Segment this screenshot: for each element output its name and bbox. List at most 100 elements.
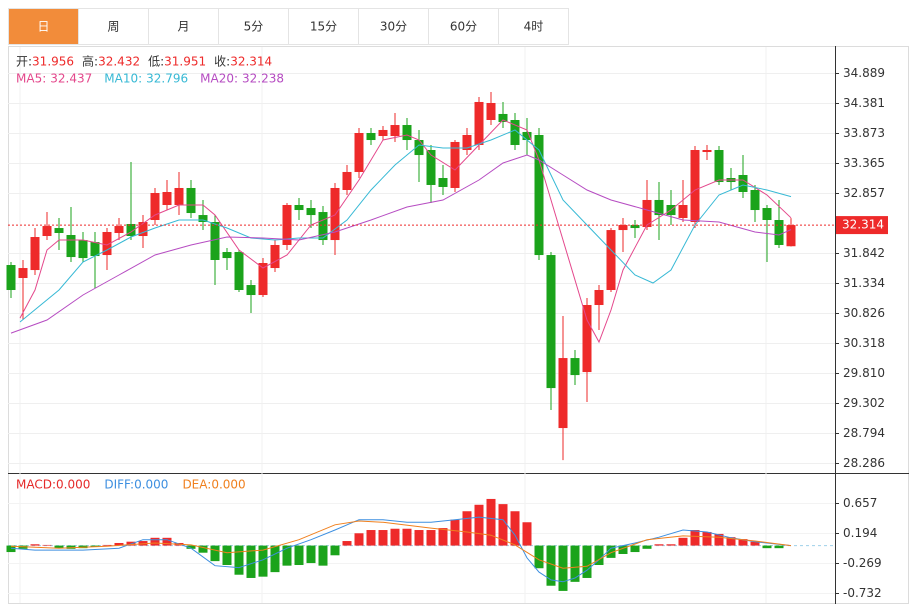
candle-body: [474, 101, 484, 145]
legend-text: DIFF:: [104, 478, 134, 492]
macd-bar: [162, 537, 172, 546]
macd-bar: [438, 528, 448, 546]
tab-label[interactable]: 月: [177, 20, 189, 34]
candle-body: [414, 140, 424, 156]
macd-bar: [534, 545, 544, 569]
macd-bar: [738, 539, 748, 546]
macd-bar: [750, 541, 760, 546]
legend-text: 32.796: [146, 72, 188, 86]
candle-body: [318, 212, 328, 241]
last-price-box: [836, 216, 888, 235]
macd-bar: [102, 544, 112, 546]
candle-body: [378, 129, 388, 137]
macd-bar: [234, 545, 244, 575]
tab[interactable]: [148, 8, 219, 45]
tab[interactable]: [498, 8, 569, 45]
legend-text: MACD:: [16, 478, 56, 492]
tab-label[interactable]: 日: [37, 20, 49, 34]
candle-body: [678, 205, 688, 218]
macd-bar: [114, 542, 124, 546]
tab-label[interactable]: 周: [107, 20, 119, 34]
tab-label[interactable]: 4时: [524, 20, 544, 34]
macd-bar: [570, 545, 580, 582]
candle-body: [630, 225, 640, 229]
tab[interactable]: [8, 8, 79, 45]
candle-body: [558, 358, 568, 429]
macd-bar: [762, 545, 772, 549]
legend-text: 32.432: [98, 55, 140, 69]
macd-bar: [642, 545, 652, 549]
candle-body: [786, 225, 796, 247]
candle-body: [714, 150, 724, 183]
candle-body: [246, 285, 256, 296]
tab[interactable]: [218, 8, 289, 45]
candle-body: [162, 192, 172, 206]
ma-line: [10, 154, 792, 334]
macd-bar: [198, 545, 208, 553]
macd-bar: [510, 511, 520, 546]
macd-bar: [258, 545, 268, 577]
candle-body: [642, 199, 652, 228]
legend-text: 0.000: [56, 478, 90, 492]
macd-bar: [366, 530, 376, 546]
macd-bar: [54, 545, 64, 549]
candle-body: [282, 205, 292, 245]
macd-line: [10, 516, 792, 583]
candle-body: [738, 174, 748, 193]
macd-bar: [306, 545, 316, 564]
candle-body: [762, 208, 772, 221]
ma-line: [19, 119, 792, 344]
macd-bar: [270, 545, 280, 573]
macd-bar: [702, 531, 712, 546]
macd-bar: [618, 545, 628, 554]
macd-bar: [774, 545, 784, 549]
macd-bar: [486, 498, 496, 546]
candle-body: [66, 235, 76, 258]
y-tick-label: 33.365: [843, 156, 885, 170]
candle-body: [210, 222, 220, 260]
tab[interactable]: [78, 8, 149, 45]
y-tick-label: -0.269: [843, 556, 882, 570]
macd-bar: [210, 545, 220, 562]
macd-bar: [330, 545, 340, 556]
y-tick-label: 34.889: [843, 66, 885, 80]
tab-label[interactable]: 5分: [244, 20, 264, 34]
candle-body: [438, 178, 448, 187]
candle-body: [114, 226, 124, 234]
tab-label[interactable]: 30分: [380, 20, 407, 34]
candle-body: [582, 305, 592, 373]
candle-body: [258, 263, 268, 296]
ma-line: [19, 129, 792, 323]
macd-bar: [246, 545, 256, 578]
macd-bar: [522, 522, 532, 546]
y-tick-label: 29.302: [843, 396, 885, 410]
candle-body: [54, 228, 64, 234]
legend-text: DEA:: [182, 478, 211, 492]
candle-body: [390, 125, 400, 137]
candle-body: [138, 222, 148, 237]
macd-bar: [318, 545, 328, 566]
candle-body: [570, 358, 580, 376]
macd-bar: [714, 533, 724, 546]
y-tick-label: 34.381: [843, 96, 885, 110]
legend-text: 31.951: [164, 55, 206, 69]
macd-bar: [414, 530, 424, 546]
tab-label[interactable]: 60分: [450, 20, 477, 34]
macd-bar: [462, 511, 472, 546]
y-tick-label: 30.826: [843, 306, 885, 320]
tab[interactable]: [288, 8, 359, 45]
candle-body: [486, 102, 496, 120]
macd-bar: [342, 541, 352, 546]
macd-bar: [606, 545, 616, 558]
candle-body: [6, 265, 16, 291]
macd-bar: [378, 530, 388, 546]
candle-body: [690, 150, 700, 223]
tab[interactable]: [428, 8, 499, 45]
macd-bar: [582, 545, 592, 578]
y-tick-label: 29.810: [843, 366, 885, 380]
macd-bar: [690, 530, 700, 546]
tab-label[interactable]: 15分: [310, 20, 337, 34]
candle-body: [330, 187, 340, 241]
candle-body: [498, 113, 508, 123]
